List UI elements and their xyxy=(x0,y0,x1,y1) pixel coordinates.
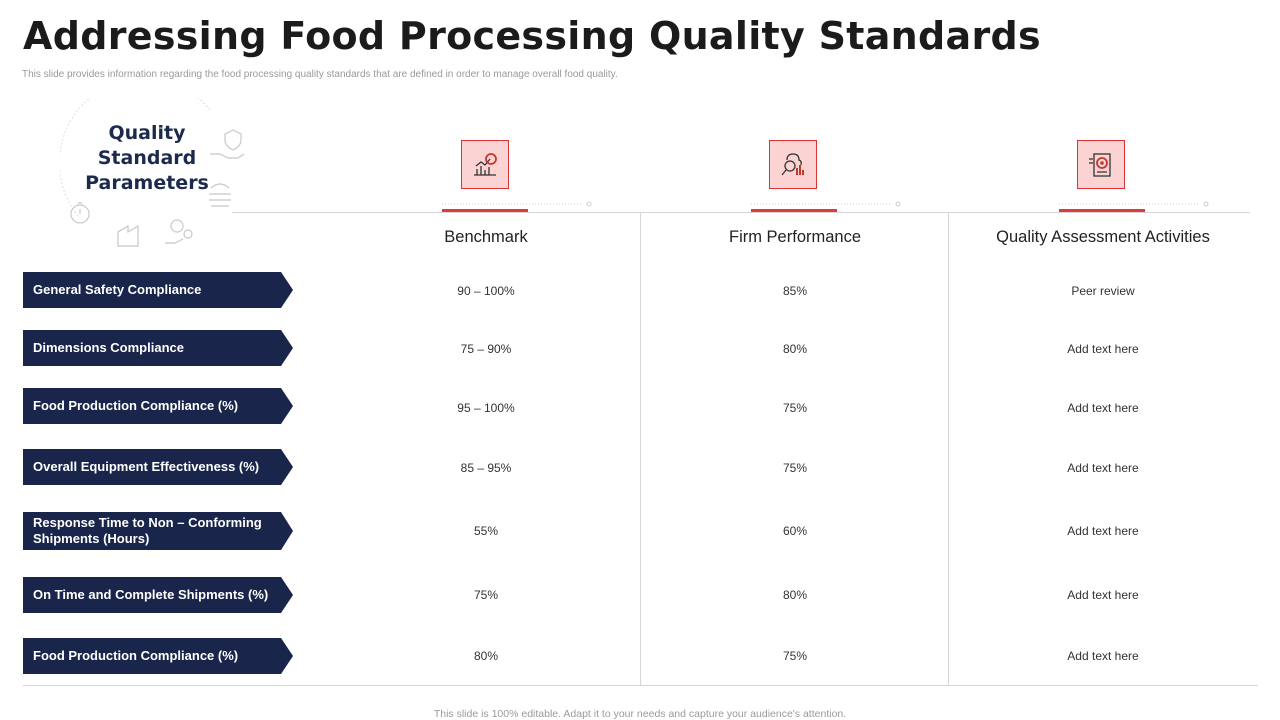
cell-benchmark: 90 – 100% xyxy=(457,284,515,298)
table-bottom-divider xyxy=(23,685,1258,686)
cell-performance: 75% xyxy=(782,401,808,415)
column-divider-2 xyxy=(948,213,949,685)
chart-search-icon-graphic xyxy=(474,152,497,176)
cell-performance: 75% xyxy=(782,649,808,663)
column-header-quality-activities: Quality Assessment Activities xyxy=(996,228,1210,246)
factory-icon xyxy=(117,224,139,247)
cell-activity: Peer review xyxy=(1071,284,1135,298)
parameters-graphic xyxy=(60,98,245,247)
column-header-benchmark: Benchmark xyxy=(444,228,528,246)
cell-benchmark: 95 – 100% xyxy=(457,401,515,415)
benchmark-dotted-line xyxy=(442,201,592,207)
cell-performance: 60% xyxy=(782,524,808,538)
cell-benchmark: 85 – 95% xyxy=(460,461,512,475)
row-label-response-time: Response Time to Non – Conforming Shipme… xyxy=(23,512,293,550)
cell-performance: 80% xyxy=(782,588,808,602)
benchmark-accent-bar xyxy=(442,209,528,213)
column-header-firm-performance: Firm Performance xyxy=(728,228,862,246)
row-label-equipment-effectiveness: Overall Equipment Effectiveness (%) xyxy=(23,449,293,485)
cell-benchmark: 80% xyxy=(473,649,499,663)
cell-activity: Add text here xyxy=(1067,461,1139,475)
performance-accent-bar xyxy=(751,209,837,213)
activities-accent-bar xyxy=(1059,209,1145,213)
cell-benchmark: 55% xyxy=(473,524,499,538)
cell-benchmark: 75 – 90% xyxy=(460,342,512,356)
document-target-icon xyxy=(1077,140,1125,189)
shield-hand-icon xyxy=(210,129,245,159)
cell-performance: 85% xyxy=(782,284,808,298)
cell-performance: 80% xyxy=(782,342,808,356)
cell-activity: Add text here xyxy=(1067,342,1139,356)
activities-dotted-line xyxy=(1059,201,1209,207)
footer-note: This slide is 100% editable. Adapt it to… xyxy=(433,708,847,720)
performance-dotted-line xyxy=(751,201,901,207)
parameters-title-line-2: Standard xyxy=(97,147,197,169)
row-label-food-production-2: Food Production Compliance (%) xyxy=(23,638,293,674)
cell-benchmark: 75% xyxy=(473,588,499,602)
document-target-icon-graphic xyxy=(1089,152,1111,177)
row-label-food-production: Food Production Compliance (%) xyxy=(23,388,293,424)
page-title: Addressing Food Processing Quality Stand… xyxy=(23,14,1041,58)
cell-performance: 75% xyxy=(782,461,808,475)
row-label-general-safety: General Safety Compliance xyxy=(23,272,293,308)
brain-analytics-icon-graphic xyxy=(781,152,804,175)
chart-search-icon xyxy=(461,140,509,189)
parameters-title-line-3: Parameters xyxy=(85,172,209,194)
header-divider xyxy=(232,212,1250,213)
page-subtitle: This slide provides information regardin… xyxy=(22,69,618,80)
cell-activity: Add text here xyxy=(1067,588,1139,602)
stopwatch-icon xyxy=(70,202,90,224)
row-label-dimensions: Dimensions Compliance xyxy=(23,330,293,366)
burger-icon xyxy=(209,183,231,207)
column-divider-1 xyxy=(640,213,641,685)
brain-analytics-icon xyxy=(769,140,817,189)
cell-activity: Add text here xyxy=(1067,524,1139,538)
cell-activity: Add text here xyxy=(1067,649,1139,663)
row-label-on-time-shipments: On Time and Complete Shipments (%) xyxy=(23,577,293,613)
gear-hand-icon xyxy=(165,219,193,244)
cell-activity: Add text here xyxy=(1067,401,1139,415)
parameters-title-line-1: Quality xyxy=(108,122,186,144)
parameters-title: Quality Standard Parameters xyxy=(80,121,214,196)
